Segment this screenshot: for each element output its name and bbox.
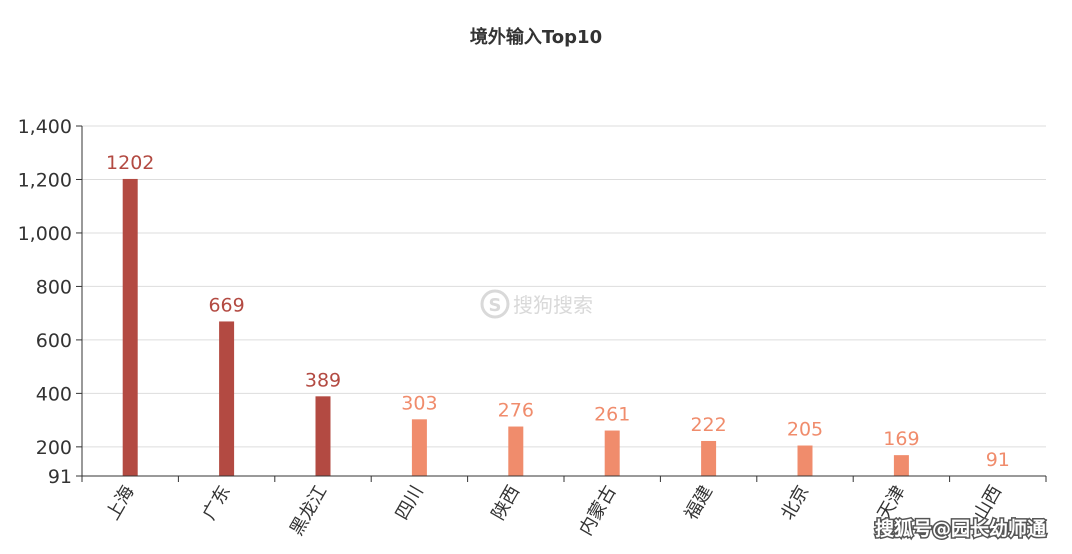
data-label: 205: [787, 419, 823, 441]
bar: [219, 321, 235, 476]
x-tick-label: 北京: [777, 482, 813, 524]
y-tick-label: 600: [36, 330, 72, 352]
x-tick-label: 上海: [102, 482, 138, 524]
watermark: S 搜狗搜索: [480, 289, 593, 319]
x-tick-label: 黑龙江: [286, 482, 331, 539]
bars: [122, 178, 909, 477]
x-tick-label: 内蒙古: [575, 482, 620, 539]
y-tick-labels: 91 200 400 600 800 1,000 1,200 1,400: [18, 116, 72, 488]
data-labels: 1202 669 389 303 276 261 222 205 169 91: [106, 152, 1010, 471]
y-tick-label: 800: [36, 276, 72, 298]
data-label: 1202: [106, 152, 154, 174]
x-tick-label: 福建: [681, 482, 717, 524]
svg-text:S: S: [489, 295, 502, 316]
watermark-text: 搜狗搜索: [513, 293, 593, 317]
data-label: 669: [208, 294, 244, 316]
axes: [76, 125, 1047, 482]
data-label: 389: [305, 369, 341, 391]
bar: [604, 430, 620, 476]
bar: [893, 455, 909, 476]
x-tick-label: 四川: [392, 482, 428, 524]
x-tick-labels: 上海 广东 黑龙江 四川 陕西 内蒙古 福建 北京 天津 山西: [102, 482, 1006, 539]
credit-text: 搜狐号@园长幼师通: [875, 517, 1047, 540]
y-tick-label: 1,200: [18, 169, 72, 191]
data-label: 222: [690, 414, 726, 436]
x-tick-label: 广东: [199, 482, 235, 524]
bar: [315, 396, 331, 476]
data-label: 261: [594, 404, 630, 426]
sogou-logo-icon: S: [480, 289, 510, 319]
y-tick-label: 1,400: [18, 116, 72, 138]
bar: [411, 419, 427, 476]
chart-title: 境外输入Top10: [470, 26, 602, 48]
bar: [122, 178, 138, 477]
data-label: 91: [986, 449, 1010, 471]
data-label: 169: [883, 428, 919, 450]
y-tick-label: 400: [36, 383, 72, 405]
bar: [797, 445, 813, 476]
bar: [508, 426, 524, 476]
data-label: 303: [401, 392, 437, 414]
bar: [701, 440, 717, 476]
y-tick-label: 1,000: [18, 223, 72, 245]
grid-lines: [82, 125, 1046, 448]
y-tick-label: 200: [36, 437, 72, 459]
y-tick-label: 91: [48, 466, 72, 488]
data-label: 276: [498, 400, 534, 422]
x-tick-label: 陕西: [488, 482, 524, 524]
